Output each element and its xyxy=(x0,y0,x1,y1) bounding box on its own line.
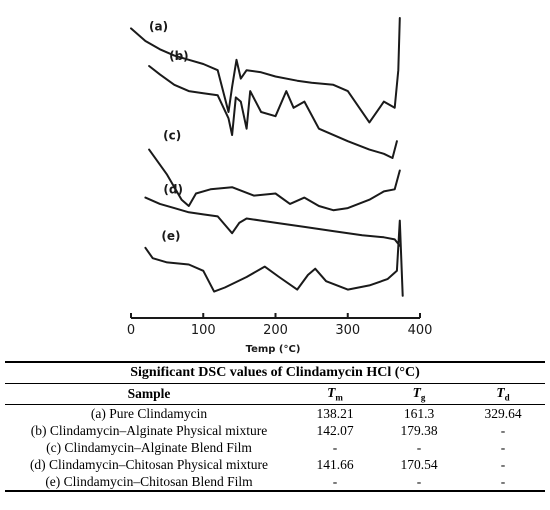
header-tg: Tg xyxy=(377,384,461,405)
x-tick-label: 300 xyxy=(335,323,360,338)
tm-cell: 142.07 xyxy=(316,422,354,438)
dsc-curve-e xyxy=(144,219,404,297)
header-tg-subscript: g xyxy=(420,392,426,403)
td-cell: 329.64 xyxy=(484,405,522,421)
x-tick-label: 0 xyxy=(127,323,135,338)
dsc-curve-b xyxy=(148,65,398,159)
curve-label-b: (b) xyxy=(169,49,189,63)
table-row: (b) Clindamycin–Alginate Physical mixtur… xyxy=(5,422,545,439)
tg-cell: 170.54 xyxy=(400,456,438,472)
tm-cell: 141.66 xyxy=(316,456,354,472)
curve-label-e: (e) xyxy=(161,229,180,243)
tg-cell: - xyxy=(377,472,461,492)
curve-label-d: (d) xyxy=(163,183,183,197)
header-td-symbol: T xyxy=(496,385,505,400)
tm-cell: - xyxy=(293,472,377,492)
dsc-thermogram-chart: 0 100 200 300 400 (a) (b) (c) (d) (e) Temp (°C) xyxy=(127,17,433,355)
header-sample: Sample xyxy=(5,384,293,405)
dsc-values-table: Significant DSC values of Clindamycin HC… xyxy=(5,361,545,492)
table-row: (d) Clindamycin–Chitosan Physical mixtur… xyxy=(5,456,545,473)
tm-cell: 138.21 xyxy=(316,405,354,421)
x-tick-label: 200 xyxy=(263,323,288,338)
curve-label-a: (a) xyxy=(149,19,168,33)
td-cell: - xyxy=(461,472,545,492)
header-tg-symbol: T xyxy=(412,385,421,400)
header-td: Td xyxy=(461,384,545,405)
tg-cell: 179.38 xyxy=(400,422,438,438)
dsc-curve-d xyxy=(144,196,401,247)
table-header-row: Sample Tm Tg Td xyxy=(5,384,545,405)
table-caption: Significant DSC values of Clindamycin HC… xyxy=(5,361,545,384)
sample-cell: (c) Clindamycin–Alginate Blend Film xyxy=(46,439,252,455)
sample-cell: (b) Clindamycin–Alginate Physical mixtur… xyxy=(30,422,268,438)
tg-cell: 161.3 xyxy=(403,405,435,421)
header-tm: Tm xyxy=(293,384,377,405)
td-cell: - xyxy=(500,439,506,455)
sample-cell: (e) Clindamycin–Chitosan Blend Film xyxy=(5,472,293,492)
td-cell: - xyxy=(500,422,506,438)
dsc-curve-c xyxy=(148,148,401,212)
x-tick-label: 100 xyxy=(191,323,216,338)
tg-cell: - xyxy=(416,439,422,455)
td-cell: - xyxy=(500,456,506,472)
table-row: (c) Clindamycin–Alginate Blend Film - - … xyxy=(5,439,545,456)
dsc-curve-a xyxy=(130,17,401,124)
header-tm-symbol: T xyxy=(327,385,336,400)
table-row: (e) Clindamycin–Chitosan Blend Film - - … xyxy=(5,472,545,492)
dsc-chart-svg: 0 100 200 300 400 (a) (b) (c) (d) (e) Temp (°C) xyxy=(127,17,433,355)
sample-cell: (a) Pure Clindamycin xyxy=(90,405,208,421)
tm-cell: - xyxy=(332,439,338,455)
sample-cell: (d) Clindamycin–Chitosan Physical mixtur… xyxy=(29,456,269,472)
x-tick-label: 400 xyxy=(408,323,433,338)
x-axis-title: Temp (°C) xyxy=(246,344,301,355)
dsc-values-table-wrap: Significant DSC values of Clindamycin HC… xyxy=(5,361,545,492)
table-row: (a) Pure Clindamycin 138.21 161.3 329.64 xyxy=(5,404,545,422)
curve-label-c: (c) xyxy=(163,129,181,143)
header-td-subscript: d xyxy=(504,392,510,403)
header-tm-subscript: m xyxy=(335,392,343,403)
